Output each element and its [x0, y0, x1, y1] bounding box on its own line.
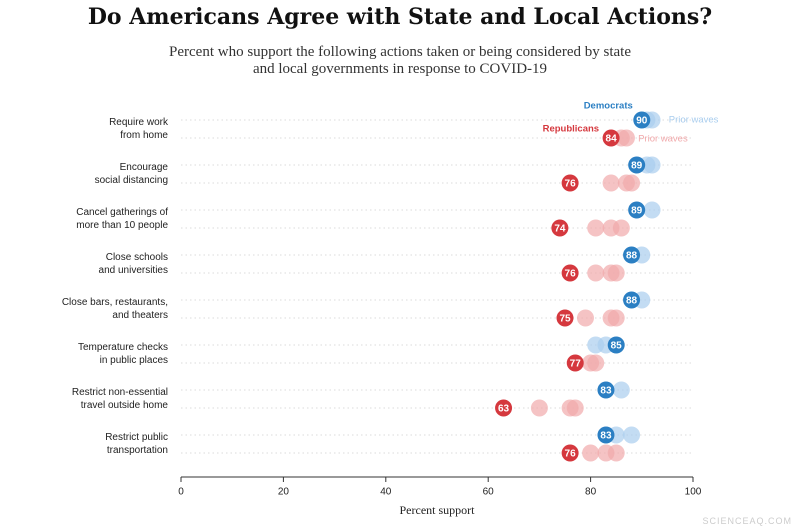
- value-label: 76: [565, 179, 577, 190]
- prior-wave-dot: [576, 309, 594, 327]
- current-dot: [561, 264, 579, 282]
- current-dot: [597, 426, 615, 444]
- current-dot: [628, 156, 646, 174]
- current-dot: [566, 354, 584, 372]
- x-tick-label: 100: [685, 487, 702, 498]
- chart-title: Do Americans Agree with State and Local …: [87, 4, 713, 30]
- current-dot: [623, 291, 641, 309]
- value-label: 89: [631, 206, 643, 217]
- prior-wave-dot: [587, 264, 605, 282]
- current-dot: [633, 111, 651, 129]
- prior-wave-dot: [566, 399, 584, 417]
- current-dot: [597, 381, 615, 399]
- value-label: 76: [565, 269, 577, 280]
- current-dot: [607, 336, 625, 354]
- x-tick-label: 20: [278, 487, 290, 498]
- value-label: 88: [626, 296, 638, 307]
- value-label: 89: [631, 161, 643, 172]
- category-label: Encourage social distancing: [94, 162, 168, 186]
- x-tick-label: 40: [380, 487, 392, 498]
- prior-wave-dot: [623, 174, 641, 192]
- current-dot: [551, 219, 569, 237]
- value-label: 84: [606, 134, 618, 145]
- category-label: Close schools and universities: [98, 252, 168, 276]
- prior-wave-dot: [530, 399, 548, 417]
- category-label: Require work from home: [109, 117, 168, 141]
- prior-wave-dot: [643, 156, 661, 174]
- category-label: Restrict non-essential travel outside ho…: [71, 387, 168, 411]
- value-label: 77: [570, 359, 582, 370]
- prior-wave-dot: [612, 381, 630, 399]
- legend-label: Democrats: [584, 101, 633, 112]
- prior-wave-dot: [623, 426, 641, 444]
- current-dot: [495, 399, 513, 417]
- chart-subtitle: Percent who support the following action…: [169, 44, 631, 77]
- x-tick-label: 0: [178, 487, 184, 498]
- value-label: 83: [600, 386, 612, 397]
- prior-wave-dot: [582, 444, 600, 462]
- prior-wave-dot: [607, 444, 625, 462]
- value-label: 85: [611, 341, 623, 352]
- legend-label: Prior waves: [638, 134, 688, 145]
- current-dot: [628, 201, 646, 219]
- value-label: 76: [565, 449, 577, 460]
- watermark: SCIENCEAQ.COM: [702, 516, 792, 526]
- prior-wave-dot: [607, 264, 625, 282]
- legend-label: Republicans: [543, 124, 600, 135]
- value-label: 63: [498, 404, 510, 415]
- prior-wave-dot: [607, 309, 625, 327]
- current-dot: [602, 129, 620, 147]
- current-dot: [561, 444, 579, 462]
- value-label: 88: [626, 251, 638, 262]
- value-label: 83: [600, 431, 612, 442]
- value-label: 90: [636, 116, 648, 127]
- prior-wave-dot: [617, 129, 635, 147]
- category-label: Temperature checks in public places: [77, 342, 168, 366]
- current-dot: [556, 309, 574, 327]
- x-axis-label: Percent support: [399, 503, 475, 517]
- prior-wave-dot: [587, 354, 605, 372]
- category-label: Cancel gatherings of more than 10 people: [76, 207, 168, 231]
- prior-wave-dot: [602, 174, 620, 192]
- value-label: 74: [554, 224, 566, 235]
- category-label: Restrict public transportation: [105, 432, 168, 456]
- category-label: Close bars, restaurants, and theaters: [61, 297, 168, 321]
- legend-label: Prior waves: [669, 115, 719, 126]
- x-tick-label: 80: [585, 487, 597, 498]
- prior-wave-dot: [587, 219, 605, 237]
- prior-wave-dot: [612, 219, 630, 237]
- current-dot: [561, 174, 579, 192]
- current-dot: [623, 246, 641, 264]
- prior-wave-dot: [643, 201, 661, 219]
- x-tick-label: 60: [483, 487, 495, 498]
- value-label: 75: [559, 314, 571, 325]
